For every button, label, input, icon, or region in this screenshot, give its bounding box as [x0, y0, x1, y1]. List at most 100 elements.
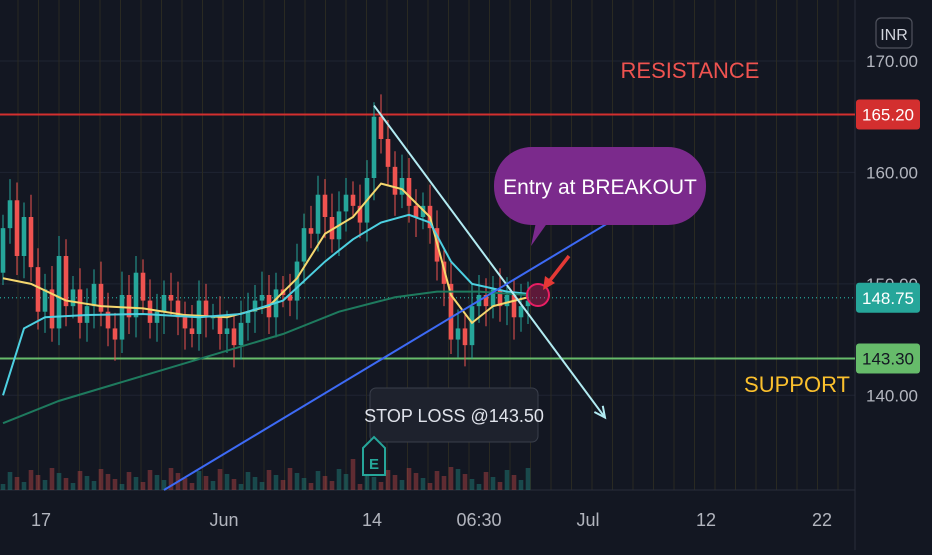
ma-slow [2, 290, 529, 425]
support-tag: 143.30 [856, 343, 920, 374]
time-tick-label: 12 [696, 510, 716, 530]
candle-body [168, 295, 174, 301]
candle-body [259, 295, 265, 301]
candle [28, 194, 34, 282]
earnings-marker[interactable]: E [362, 435, 386, 476]
candle [385, 120, 391, 185]
candle-body [98, 283, 104, 312]
candle-body [210, 317, 216, 319]
entry-callout-text: Entry at BREAKOUT [503, 176, 697, 199]
candle-body [343, 194, 349, 212]
candle-body [182, 317, 188, 329]
stop-loss-callout[interactable]: STOP LOSS @143.50 [364, 387, 544, 443]
volume-bar [210, 481, 216, 490]
candle-body [504, 295, 510, 307]
currency-badge[interactable]: INR [875, 17, 913, 49]
candle-body [91, 283, 97, 307]
resistance-label: RESISTANCE [621, 58, 760, 83]
volume-bar [189, 483, 195, 490]
candle-body [378, 116, 384, 139]
entry-callout[interactable]: Entry at BREAKOUT [494, 147, 706, 246]
candle-body [294, 261, 300, 301]
volume-bar [182, 478, 188, 490]
moving-averages [2, 182, 529, 425]
volume-bar [483, 472, 489, 490]
candle [35, 248, 41, 330]
candle [70, 276, 76, 319]
volume-bar [371, 477, 377, 490]
candle-body [315, 194, 321, 234]
candle [168, 272, 174, 316]
time-tick-label: 14 [362, 510, 382, 530]
candle [126, 274, 132, 334]
candle-body [301, 228, 307, 262]
descending-trendline [373, 104, 606, 419]
candle [294, 243, 300, 320]
volume-bar [462, 474, 468, 490]
volume-bar [112, 479, 118, 490]
candle [161, 280, 167, 334]
candle-body [308, 228, 314, 234]
volume-bar [35, 475, 41, 490]
candle [42, 273, 48, 333]
volume-bar [56, 473, 62, 490]
candle [329, 193, 335, 253]
volume-bar [196, 471, 202, 490]
earnings-marker-label: E [369, 456, 379, 473]
volume-bar [28, 470, 34, 490]
resistance-tag-background [856, 99, 920, 130]
time-tick-label: 17 [31, 510, 51, 530]
volume-bar [154, 475, 160, 490]
volume-bar [364, 472, 370, 490]
price-level-tags: 165.20 148.75 143.30 [856, 99, 920, 374]
candle-body [245, 311, 251, 323]
candle-body [63, 256, 69, 307]
volume-bar [238, 484, 244, 490]
candle [140, 259, 146, 313]
volume-bar [504, 470, 510, 490]
candle-body [518, 306, 524, 318]
time-tick-label: 22 [812, 510, 832, 530]
candle-body [70, 289, 76, 307]
candle-body [287, 295, 293, 301]
volume-bar [518, 480, 524, 490]
candle-body [161, 295, 167, 312]
volume-bar [301, 478, 307, 490]
volume-bar [140, 482, 146, 490]
volume-bar [133, 477, 139, 490]
candle-body [413, 205, 419, 217]
candle [182, 301, 188, 350]
volume-bar [329, 481, 335, 490]
volume-bar [231, 479, 237, 490]
resistance-tag-label: 165.20 [862, 105, 914, 124]
candle-body [399, 178, 405, 195]
volume-bar [413, 473, 419, 490]
volume-bar [350, 459, 356, 490]
volume-bar [420, 478, 426, 490]
candle [322, 179, 328, 239]
currency-badge-frame [875, 17, 913, 49]
candle [112, 312, 118, 361]
volume-bar [322, 476, 328, 490]
candle-body [21, 217, 27, 256]
candle [105, 292, 111, 347]
volume-bar [217, 469, 223, 490]
volume-bar [448, 467, 454, 490]
candle-body [189, 328, 195, 334]
candle [189, 305, 195, 348]
candle-body [126, 295, 132, 318]
candle-body [140, 272, 146, 301]
candle [119, 271, 125, 353]
volume-bar [455, 469, 461, 490]
candle [462, 312, 468, 367]
volume-bar [49, 468, 55, 490]
volume-bar [168, 468, 174, 490]
time-axis[interactable]: 17 Jun 14 06:30 Jul 12 22 [31, 510, 832, 530]
candle-body [329, 217, 335, 240]
candle-body [224, 328, 230, 334]
candle [14, 182, 20, 275]
candle [203, 283, 209, 338]
